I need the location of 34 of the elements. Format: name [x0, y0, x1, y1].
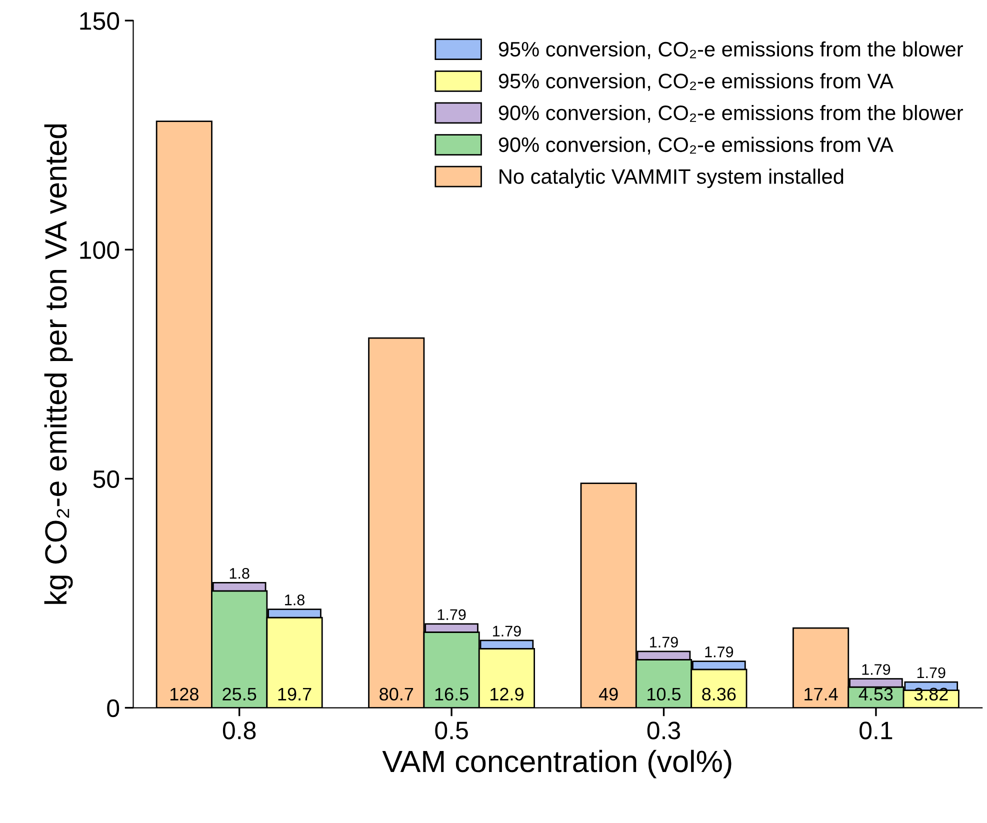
data-label: 12.9 — [490, 688, 524, 701]
legend-label: No catalytic VAMMIT system installed — [500, 168, 844, 188]
y-tick-label: 0 — [107, 699, 120, 718]
data-label: 16.5 — [435, 688, 468, 701]
data-label: 8.36 — [702, 688, 736, 701]
data-label: 128 — [170, 688, 198, 701]
x-axis-title: VAM concentration (vol%) — [382, 750, 732, 778]
data-label: 1.8 — [285, 594, 304, 606]
data-label: 1.79 — [917, 667, 946, 678]
data-label: 19.7 — [278, 688, 312, 701]
data-label: 10.5 — [648, 688, 681, 701]
data-label: 1.79 — [862, 664, 890, 675]
y-tick-label: 50 — [93, 470, 120, 488]
y-tick-label: 100 — [80, 241, 120, 259]
data-label: 25.5 — [222, 688, 256, 701]
data-label: 17.4 — [804, 688, 838, 700]
legend-label: 95% conversion, CO₂-e emissions from the blower — [498, 41, 963, 60]
x-tick-label: 0.3 — [647, 722, 680, 740]
data-label: 1.79 — [438, 609, 466, 620]
y-axis-title: kg CO₂-e emitted per ton VA vented — [44, 124, 73, 604]
y-tick-label: 150 — [80, 12, 120, 30]
legend-label: 95% conversion, CO₂-e emissions from VA — [498, 73, 894, 91]
data-label: 1.79 — [705, 646, 734, 658]
data-label: 80.7 — [380, 688, 414, 701]
legend-label: 90% conversion, CO₂-e emissions from the blower — [498, 104, 963, 123]
data-label: 1.79 — [493, 626, 521, 637]
x-tick-label: 0.8 — [222, 722, 256, 740]
x-tick-label: 0.1 — [860, 722, 892, 740]
data-label: 49 — [598, 688, 618, 701]
data-label: 1.8 — [230, 568, 250, 579]
legend-label: 90% conversion, CO₂-e emissions from VA — [498, 136, 894, 155]
data-label: 4.53 — [858, 688, 893, 701]
x-tick-label: 0.5 — [435, 722, 468, 740]
data-label: 1.79 — [650, 636, 678, 648]
